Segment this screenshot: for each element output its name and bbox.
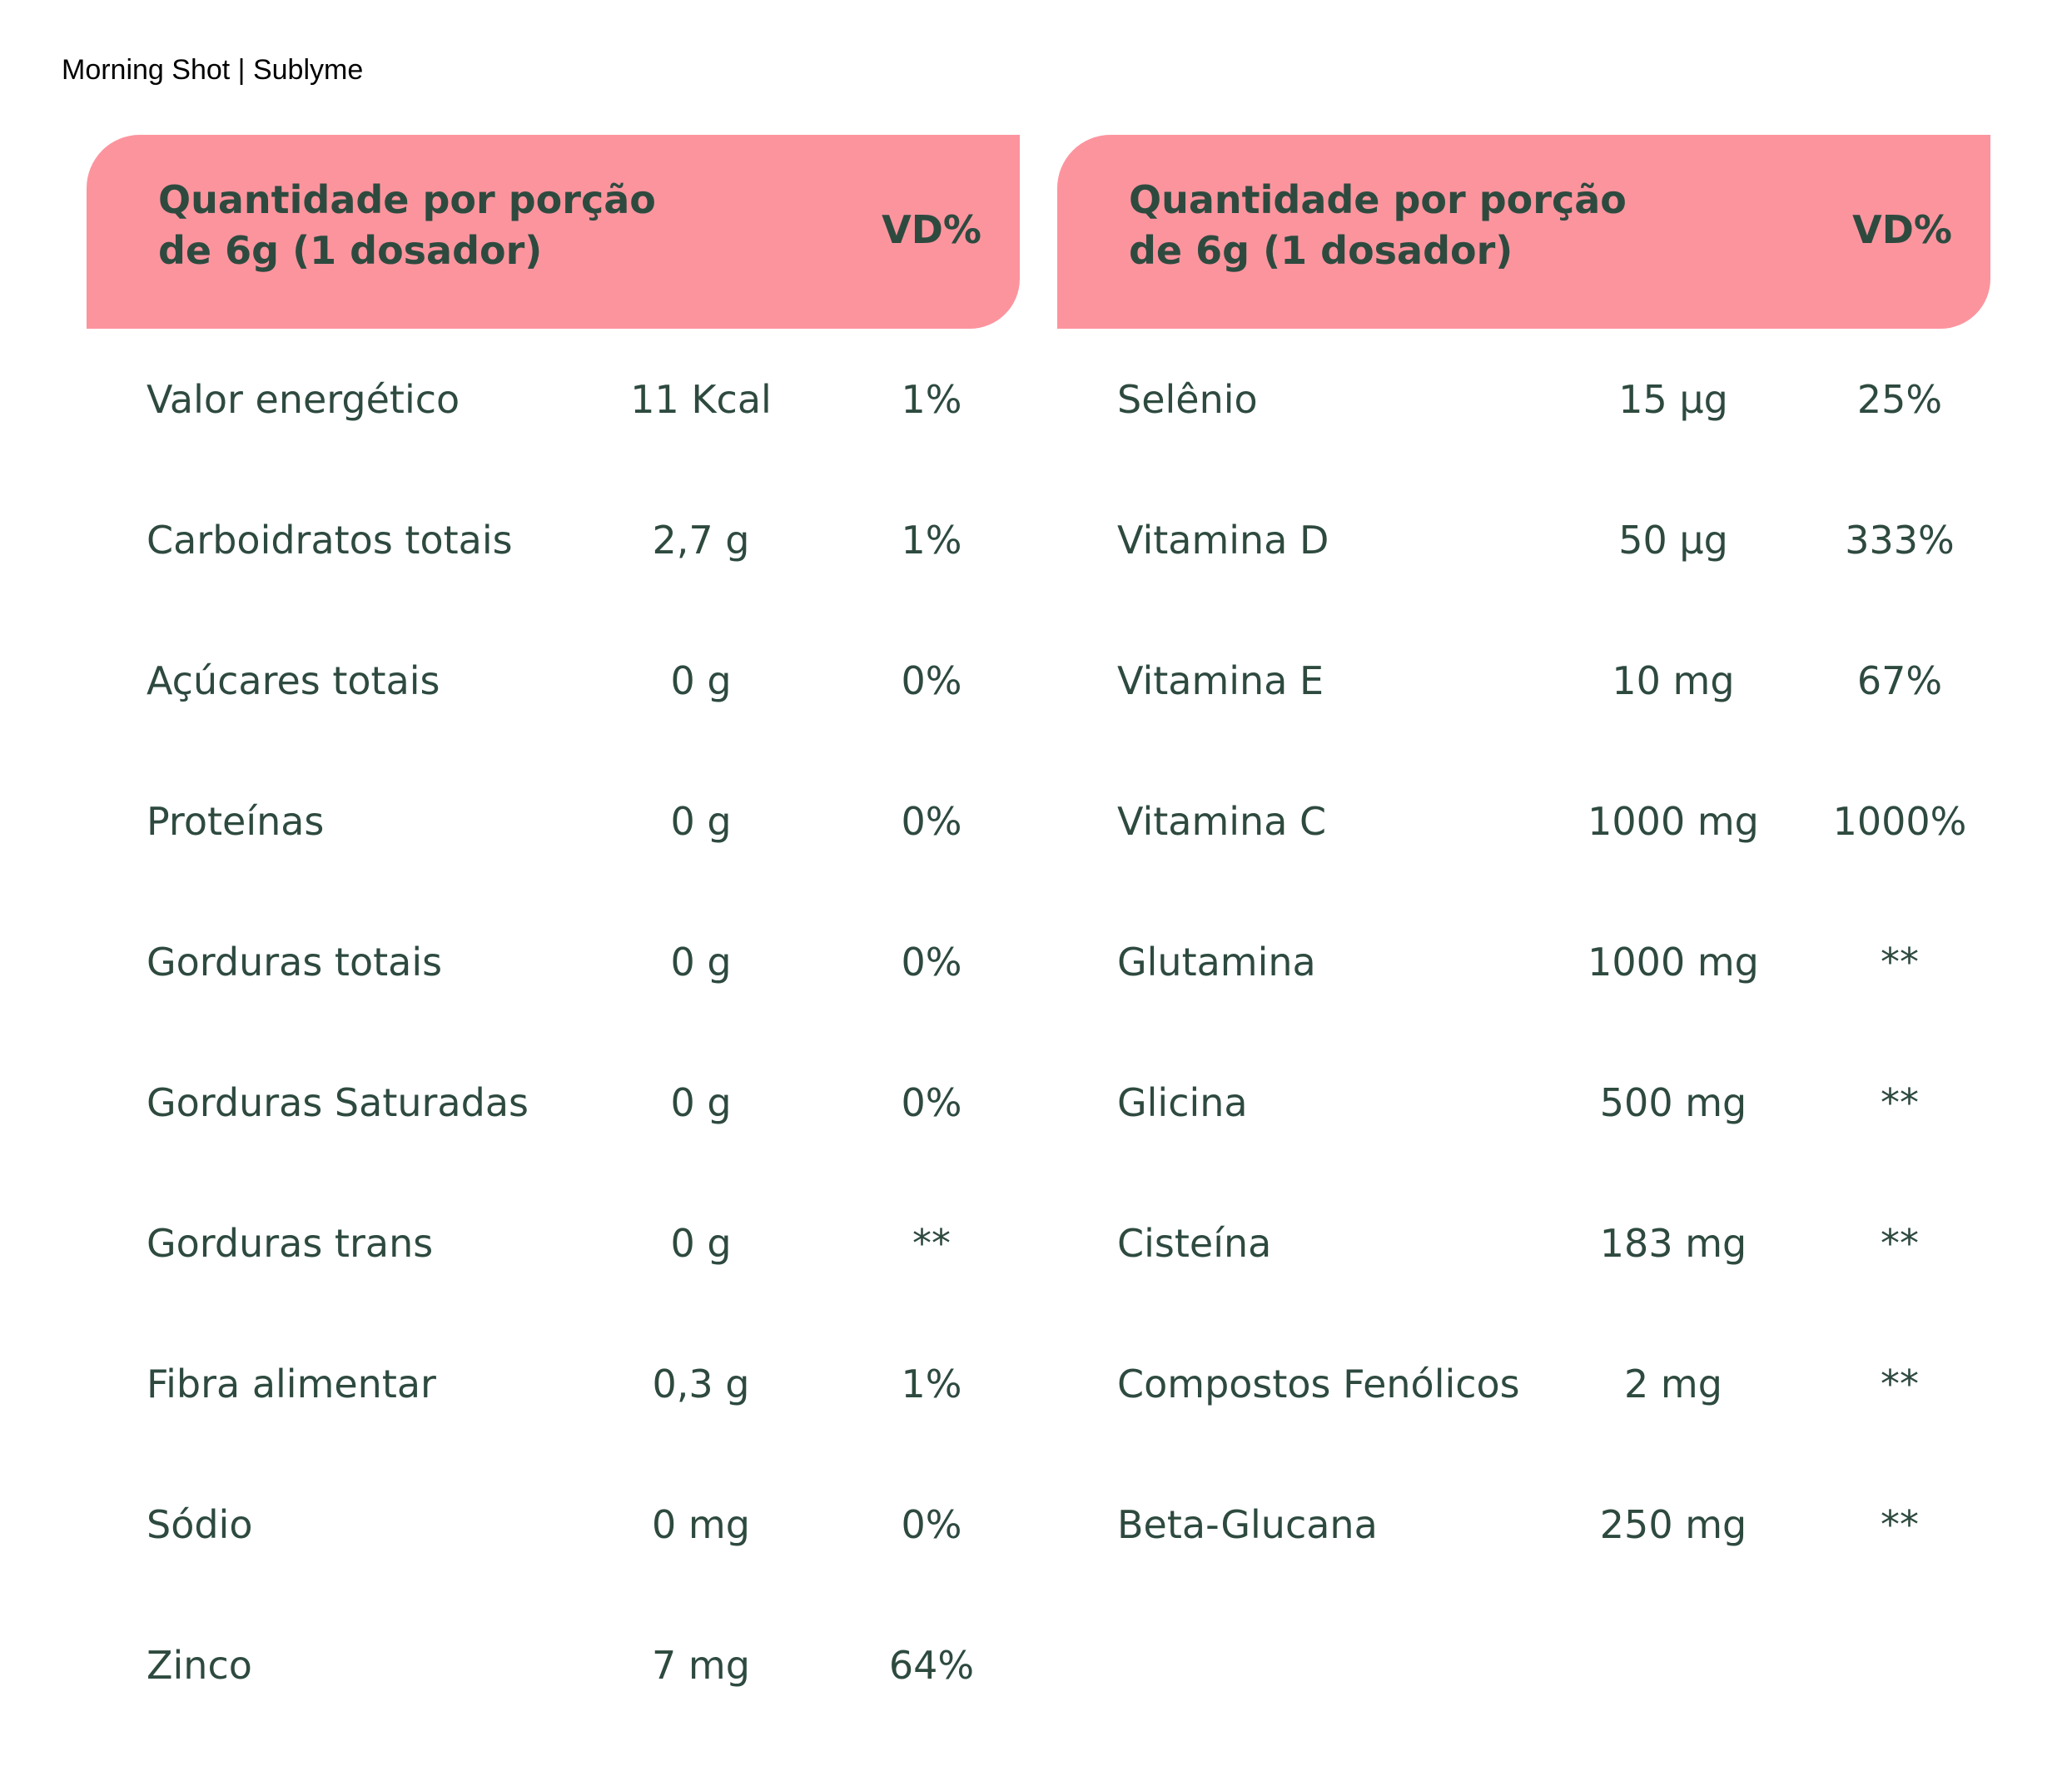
nutrient-vd: 1%	[901, 377, 962, 422]
nutrition-table-right: Quantidade por porção de 6g (1 dosador) …	[1057, 135, 1990, 1630]
table-row: Açúcares totais 0 g 0%	[87, 646, 1020, 786]
table-rows: Valor energético 11 Kcal 1% Carboidratos…	[87, 329, 1020, 1771]
table-row: Zinco 7 mg 64%	[87, 1630, 1020, 1771]
nutrient-vd: 0%	[901, 1502, 962, 1547]
nutrient-vd: 1000%	[1832, 799, 1967, 844]
header-title-line1: Quantidade por porção	[158, 177, 656, 222]
nutrient-vd: **	[1881, 1221, 1919, 1266]
table-rows: Selênio 15 µg 25% Vitamina D 50 µg 333% …	[1057, 329, 1990, 1630]
nutrient-name: Zinco	[147, 1643, 252, 1688]
nutrient-amount: 0 g	[670, 1080, 732, 1125]
table-row: Selênio 15 µg 25%	[1057, 365, 1990, 505]
nutrient-name: Vitamina E	[1117, 658, 1324, 703]
header-vd-label: VD%	[882, 207, 981, 252]
nutrient-vd: **	[1881, 1080, 1919, 1125]
nutrient-vd: 0%	[901, 658, 962, 703]
nutrient-name: Proteínas	[147, 799, 325, 844]
table-row: Gorduras totais 0 g 0%	[87, 927, 1020, 1068]
table-row: Carboidratos totais 2,7 g 1%	[87, 505, 1020, 646]
nutrient-amount: 2 mg	[1624, 1362, 1722, 1406]
nutrient-name: Fibra alimentar	[147, 1362, 436, 1406]
nutrient-vd: 64%	[888, 1643, 975, 1688]
nutrient-vd: 333%	[1845, 518, 1955, 563]
nutrient-amount: 183 mg	[1599, 1221, 1747, 1266]
nutrient-vd: 1%	[901, 518, 962, 563]
table-row: Proteínas 0 g 0%	[87, 786, 1020, 927]
table-row: Vitamina D 50 µg 333%	[1057, 505, 1990, 646]
table-header: Quantidade por porção de 6g (1 dosador) …	[1057, 135, 1990, 329]
nutrient-amount: 50 µg	[1618, 518, 1728, 563]
nutrient-vd: 0%	[901, 799, 962, 844]
nutrient-name: Valor energético	[147, 377, 460, 422]
nutrient-name: Açúcares totais	[147, 658, 440, 703]
nutrient-amount: 0 g	[670, 940, 732, 985]
nutrient-vd: 67%	[1856, 658, 1943, 703]
nutrient-vd: 0%	[901, 940, 962, 985]
nutrient-amount: 0,3 g	[652, 1362, 750, 1406]
nutrient-name: Gorduras trans	[147, 1221, 434, 1266]
nutrient-amount: 15 µg	[1618, 377, 1728, 422]
table-row: Vitamina E 10 mg 67%	[1057, 646, 1990, 786]
nutrient-amount: 0 g	[670, 658, 732, 703]
nutrient-amount: 1000 mg	[1588, 799, 1759, 844]
table-row: Cisteína 183 mg **	[1057, 1208, 1990, 1349]
nutrient-name: Glutamina	[1117, 940, 1316, 985]
nutrient-vd: 0%	[901, 1080, 962, 1125]
nutrient-vd: **	[1881, 940, 1919, 985]
header-title: Quantidade por porção de 6g (1 dosador)	[158, 175, 656, 276]
nutrient-name: Carboidratos totais	[147, 518, 513, 563]
nutrition-table-left: Quantidade por porção de 6g (1 dosador) …	[87, 135, 1020, 1771]
header-title-line2: de 6g (1 dosador)	[158, 228, 543, 273]
table-row: Gorduras Saturadas 0 g 0%	[87, 1068, 1020, 1208]
nutrient-amount: 7 mg	[652, 1643, 750, 1688]
table-row: Glicina 500 mg **	[1057, 1068, 1990, 1208]
header-title-line1: Quantidade por porção	[1129, 177, 1627, 222]
table-row: Sódio 0 mg 0%	[87, 1490, 1020, 1630]
header-title-line2: de 6g (1 dosador)	[1129, 228, 1513, 273]
page-title: Morning Shot | Sublyme	[62, 54, 364, 86]
nutrient-name: Gorduras totais	[147, 940, 443, 985]
table-row: Beta-Glucana 250 mg **	[1057, 1490, 1990, 1630]
nutrient-amount: 0 g	[670, 1221, 732, 1266]
nutrient-amount: 500 mg	[1599, 1080, 1747, 1125]
table-row: Fibra alimentar 0,3 g 1%	[87, 1349, 1020, 1490]
nutrient-name: Beta-Glucana	[1117, 1502, 1378, 1547]
nutrient-amount: 0 g	[670, 799, 732, 844]
nutrient-name: Vitamina C	[1117, 799, 1327, 844]
header-vd-label: VD%	[1852, 207, 1952, 252]
nutrient-vd: **	[1881, 1362, 1919, 1406]
table-row: Glutamina 1000 mg **	[1057, 927, 1990, 1068]
nutrient-vd: 1%	[901, 1362, 962, 1406]
nutrient-vd: **	[912, 1221, 951, 1266]
nutrient-amount: 250 mg	[1599, 1502, 1747, 1547]
nutrient-name: Compostos Fenólicos	[1117, 1362, 1520, 1406]
nutrient-amount: 1000 mg	[1588, 940, 1759, 985]
table-row: Vitamina C 1000 mg 1000%	[1057, 786, 1990, 927]
table-row: Compostos Fenólicos 2 mg **	[1057, 1349, 1990, 1490]
table-header: Quantidade por porção de 6g (1 dosador) …	[87, 135, 1020, 329]
nutrient-name: Gorduras Saturadas	[147, 1080, 529, 1125]
table-row: Gorduras trans 0 g **	[87, 1208, 1020, 1349]
nutrient-name: Selênio	[1117, 377, 1258, 422]
header-title: Quantidade por porção de 6g (1 dosador)	[1129, 175, 1627, 276]
nutrient-name: Sódio	[147, 1502, 253, 1547]
nutrient-amount: 0 mg	[652, 1502, 750, 1547]
nutrient-name: Cisteína	[1117, 1221, 1272, 1266]
nutrient-amount: 10 mg	[1612, 658, 1735, 703]
nutrient-vd: **	[1881, 1502, 1919, 1547]
nutrient-amount: 2,7 g	[652, 518, 750, 563]
nutrient-name: Glicina	[1117, 1080, 1248, 1125]
nutrient-name: Vitamina D	[1117, 518, 1329, 563]
table-row: Valor energético 11 Kcal 1%	[87, 365, 1020, 505]
nutrient-vd: 25%	[1856, 377, 1943, 422]
nutrient-amount: 11 Kcal	[630, 377, 772, 422]
